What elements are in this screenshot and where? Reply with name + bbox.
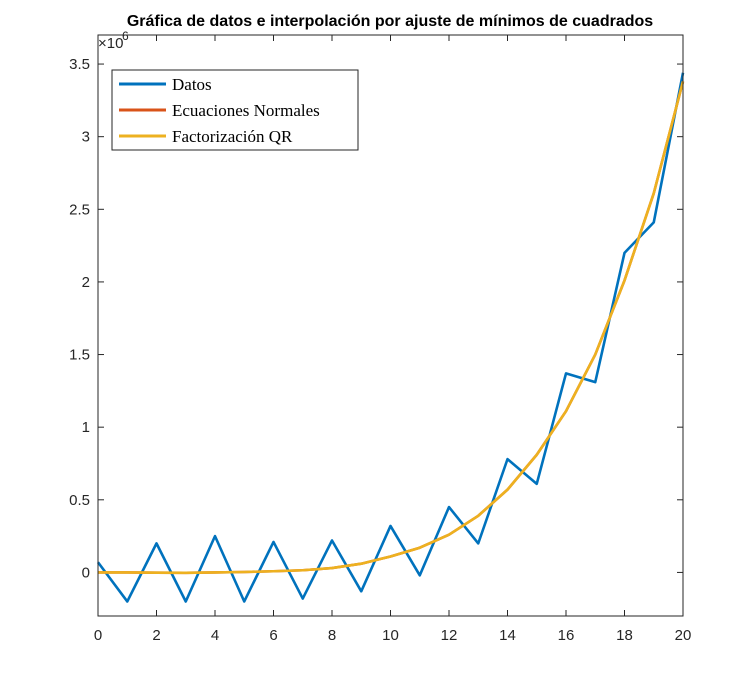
legend: Datos Ecuaciones Normales Factorización … (111, 69, 359, 151)
y-tick-label: 3 (82, 129, 90, 146)
y-exponent-label: ×10 6 (98, 29, 129, 52)
x-tick-label: 6 (269, 627, 277, 644)
legend-label-factorizacion-qr: Factorización QR (172, 127, 293, 146)
x-tick-label: 10 (382, 627, 399, 644)
series-line-factorizacion-qr (98, 81, 685, 575)
x-tick-labels: 0 2 4 6 8 10 12 14 16 18 20 (94, 627, 692, 644)
x-tick-label: 16 (558, 627, 575, 644)
x-tick-label: 0 (94, 627, 102, 644)
y-tick-label: 0 (82, 564, 90, 581)
series-line-datos (96, 72, 685, 603)
legend-label-ecuaciones-normales: Ecuaciones Normales (172, 101, 320, 120)
y-tick-label: 0.5 (69, 492, 90, 509)
x-tick-label: 18 (616, 627, 633, 644)
y-tick-label: 1 (82, 419, 90, 436)
y-exponent-power: 6 (122, 29, 129, 43)
x-tick-label: 2 (152, 627, 160, 644)
series-lines (96, 72, 685, 603)
x-tick-label: 4 (211, 627, 219, 644)
axes-box (97, 34, 684, 617)
y-tick-label: 1.5 (69, 347, 90, 364)
x-tick-label: 20 (675, 627, 692, 644)
y-exponent-base: ×10 (98, 35, 123, 52)
y-tick-labels: 0 0.5 1 1.5 2 2.5 3 3.5 (69, 56, 90, 581)
x-tick-label: 14 (499, 627, 516, 644)
chart-title: Gráfica de datos e interpolación por aju… (127, 13, 653, 30)
y-tick-label: 3.5 (69, 56, 90, 73)
tick-marks (97, 35, 684, 616)
y-tick-label: 2 (82, 274, 90, 291)
y-tick-label: 2.5 (69, 201, 90, 218)
legend-label-datos: Datos (172, 75, 212, 94)
x-tick-label: 12 (441, 627, 458, 644)
x-tick-label: 8 (328, 627, 336, 644)
